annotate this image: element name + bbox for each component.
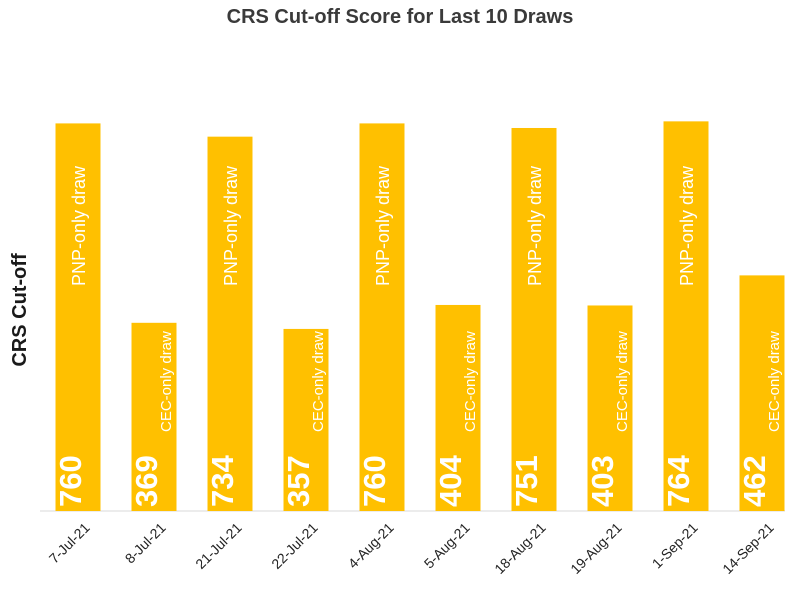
chart-title: CRS Cut-off Score for Last 10 Draws — [226, 6, 574, 28]
x-tick-label: 8-Jul-21 — [122, 519, 169, 566]
bar-annotation-label: CEC-only draw — [462, 331, 479, 432]
bar — [207, 136, 253, 511]
bar-value-label: 404 — [433, 455, 468, 507]
bar-annotation-label: CEC-only draw — [158, 331, 175, 432]
x-tick-label: 1-Sep-21 — [649, 519, 701, 571]
x-tick-label: 19-Aug-21 — [567, 519, 625, 577]
x-tick-label: 7-Jul-21 — [46, 519, 93, 566]
bar — [511, 127, 557, 512]
bar-value-label: 369 — [129, 455, 164, 507]
x-tick-label: 21-Jul-21 — [192, 519, 245, 572]
bar-value-label: 760 — [357, 455, 392, 507]
bar — [663, 121, 709, 512]
bar-value-label: 760 — [53, 455, 88, 507]
bar — [435, 304, 481, 511]
bar-value-label: 764 — [661, 455, 696, 507]
bar-annotation-label: PNP-only draw — [677, 165, 697, 286]
x-tick-label: 4-Aug-21 — [345, 519, 397, 571]
bar-annotation-label: PNP-only draw — [525, 165, 545, 286]
x-tick-label: 18-Aug-21 — [491, 519, 549, 577]
bar-annotation-label: CEC-only draw — [614, 331, 631, 432]
bar-value-label: 357 — [281, 455, 316, 507]
bar-value-label: 751 — [509, 455, 544, 507]
bar-value-label: 462 — [737, 455, 772, 507]
bar-value-label: 403 — [585, 455, 620, 507]
bar-annotation-label: PNP-only draw — [69, 165, 89, 286]
bar — [55, 123, 101, 512]
bar — [359, 123, 405, 512]
bar — [587, 305, 633, 511]
bar — [283, 328, 329, 511]
x-tick-label: 22-Jul-21 — [268, 519, 321, 572]
x-tick-label: 14-Sep-21 — [719, 519, 777, 577]
y-axis-label: CRS Cut-off — [9, 253, 31, 367]
bar — [739, 275, 785, 511]
x-tick-label: 5-Aug-21 — [421, 519, 473, 571]
bar-annotation-label: PNP-only draw — [373, 165, 393, 286]
bar-annotation-label: CEC-only draw — [310, 331, 327, 432]
bar-annotation-label: CEC-only draw — [766, 331, 783, 432]
bar-value-label: 734 — [205, 455, 240, 507]
bar — [131, 322, 177, 511]
bar-annotation-label: PNP-only draw — [221, 165, 241, 286]
